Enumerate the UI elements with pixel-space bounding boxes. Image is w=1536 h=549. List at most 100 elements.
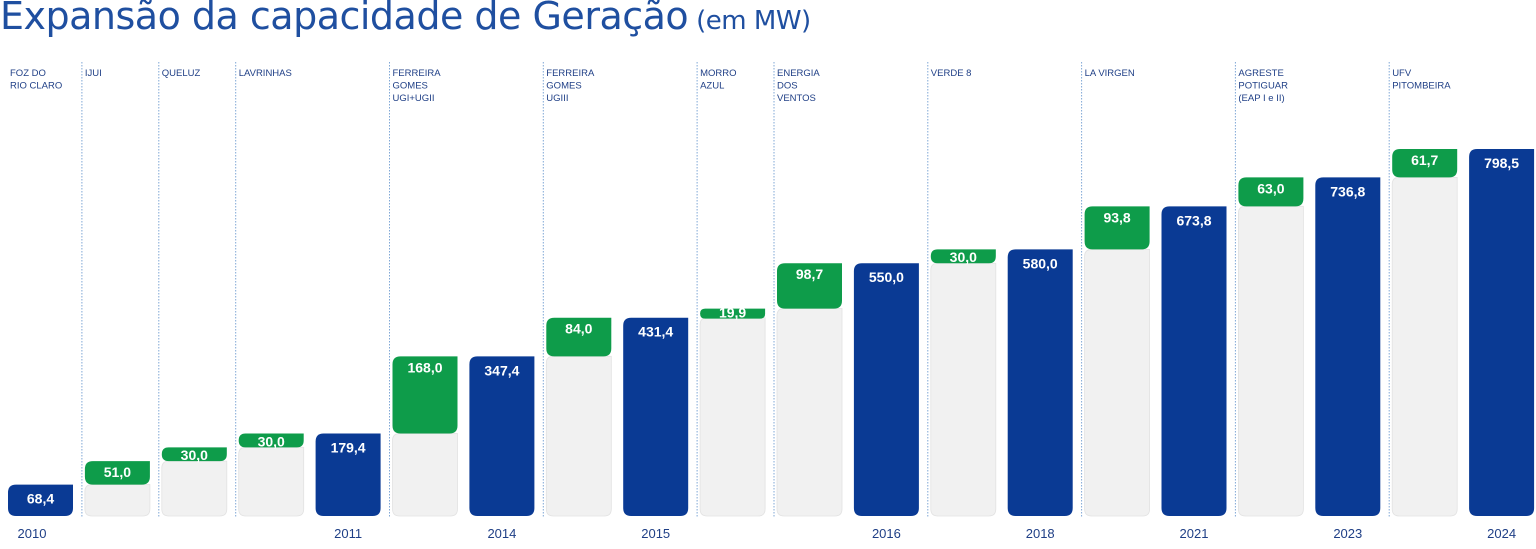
total-bar	[853, 263, 919, 516]
chart-column: 61,7 UFV PITOMBEIRA	[1388, 62, 1458, 518]
value-label: 673,8	[1176, 212, 1211, 228]
year-label: 2023	[1333, 526, 1362, 541]
year-label: 2018	[1026, 526, 1055, 541]
base-bar	[161, 460, 228, 517]
addition-bar	[1238, 177, 1304, 207]
total-bar	[469, 356, 535, 516]
total-bar	[623, 317, 689, 516]
chart-column: 93,8 LA VIRGEN	[1081, 62, 1150, 518]
project-label-line: ENERGIA	[777, 68, 820, 79]
project-label-line: UFV	[1392, 68, 1412, 79]
year-label: 2021	[1180, 526, 1209, 541]
project-label: FOZ DO RIO CLARO	[10, 68, 62, 92]
value-label: 798,5	[1484, 155, 1519, 171]
chart-column: 30,0 LAVRINHAS	[235, 62, 305, 518]
project-label: VERDE 8	[931, 68, 972, 79]
chart-column: 30,0 VERDE 8	[927, 62, 997, 518]
total-bar	[1161, 206, 1227, 516]
project-label-line: UGIII	[546, 93, 568, 104]
chart-column: 19,9 MORRO AZUL	[696, 62, 766, 518]
project-label: ENERGIA DOS VENTOS	[777, 68, 820, 104]
project-label: MORRO AZUL	[700, 68, 736, 92]
year-label: 2015	[641, 526, 670, 541]
project-label: LAVRINHAS	[239, 68, 292, 79]
addition-bar	[930, 249, 996, 264]
addition-bar	[161, 447, 227, 462]
base-bar	[699, 317, 766, 517]
total-bar	[1007, 249, 1073, 516]
value-label: 550,0	[869, 269, 904, 285]
value-label: 736,8	[1330, 183, 1365, 199]
project-label-line: FERREIRA	[546, 68, 595, 79]
project-label-line: (EAP I e II)	[1238, 93, 1284, 104]
project-label-line: RIO CLARO	[10, 81, 62, 92]
project-label-line: PITOMBEIRA	[1392, 81, 1451, 92]
value-label: 19,9	[719, 305, 746, 321]
value-label: 68,4	[27, 491, 54, 507]
project-label-line: UGI+UGII	[393, 93, 435, 104]
base-bar	[545, 355, 612, 517]
chart-column: 179,4 2011	[315, 433, 381, 541]
base-bar	[1391, 176, 1458, 517]
base-bar	[930, 262, 997, 517]
chart-column: 68,4 FOZ DO RIO CLARO 2010	[8, 68, 73, 541]
project-label-line: DOS	[777, 81, 798, 92]
chart-title: Expansão da capacidade de Geração (em MW)	[0, 0, 811, 38]
project-label: FERREIRA GOMES UGIII	[546, 68, 595, 104]
project-label-line: AGRESTE	[1238, 68, 1283, 79]
value-label: 61,7	[1411, 152, 1438, 168]
project-label: UFV PITOMBEIRA	[1392, 68, 1451, 92]
value-label: 30,0	[950, 249, 977, 265]
year-label: 2024	[1487, 526, 1516, 541]
year-label: 2014	[487, 526, 516, 541]
value-label: 580,0	[1023, 255, 1058, 271]
value-label: 168,0	[407, 359, 442, 375]
chart-column: 98,7 ENERGIA DOS VENTOS	[773, 62, 843, 518]
addition-bar	[546, 317, 612, 357]
value-label: 93,8	[1103, 209, 1130, 225]
base-bar	[238, 446, 305, 517]
title-text: Expansão da capacidade de Geração	[0, 0, 689, 38]
project-label-line: FERREIRA	[393, 68, 442, 79]
total-bar	[315, 433, 381, 516]
project-label-line: QUELUZ	[162, 68, 201, 79]
addition-bar	[700, 308, 766, 319]
year-label: 2011	[334, 526, 362, 541]
project-label-line: LA VIRGEN	[1085, 68, 1135, 79]
value-label: 51,0	[104, 464, 131, 480]
chart-column: 84,0 FERREIRA GOMES UGIII	[542, 62, 612, 518]
chart-column: 550,0 2016	[853, 263, 919, 541]
value-label: 84,0	[565, 321, 592, 337]
value-label: 30,0	[258, 433, 285, 449]
total-bar	[1469, 149, 1535, 516]
addition-bar	[392, 356, 458, 434]
chart-column: 51,0 IJUI	[81, 62, 151, 518]
title-unit: (em MW)	[696, 6, 811, 36]
addition-bar	[84, 461, 150, 485]
value-label: 30,0	[181, 447, 208, 463]
chart-column: 347,4 2014	[469, 356, 535, 541]
project-label-line: GOMES	[393, 81, 428, 92]
value-label: 63,0	[1257, 180, 1284, 196]
base-bar	[84, 484, 151, 517]
addition-bar	[777, 263, 842, 309]
addition-bar	[1084, 206, 1150, 250]
base-bar	[776, 308, 843, 517]
chart-column: 431,4 2015	[623, 317, 689, 541]
project-label-line: IJUI	[85, 68, 102, 79]
project-label: FERREIRA GOMES UGI+UGII	[393, 68, 442, 104]
year-label: 2016	[872, 526, 901, 541]
project-label: QUELUZ	[162, 68, 201, 79]
project-label-line: VENTOS	[777, 93, 816, 104]
project-label-line: MORRO	[700, 68, 736, 79]
project-label-line: POTIGUAR	[1238, 81, 1288, 92]
value-label: 179,4	[331, 440, 366, 456]
base-bar	[1238, 205, 1304, 517]
project-label-line: FOZ DO	[10, 68, 46, 79]
project-label: AGRESTE POTIGUAR (EAP I e II)	[1238, 68, 1288, 104]
chart-column: 798,5 2024	[1469, 149, 1535, 541]
chart-column: 168,0 FERREIRA GOMES UGI+UGII	[389, 62, 458, 518]
value-label: 347,4	[484, 362, 519, 378]
total-bar	[1315, 177, 1381, 517]
